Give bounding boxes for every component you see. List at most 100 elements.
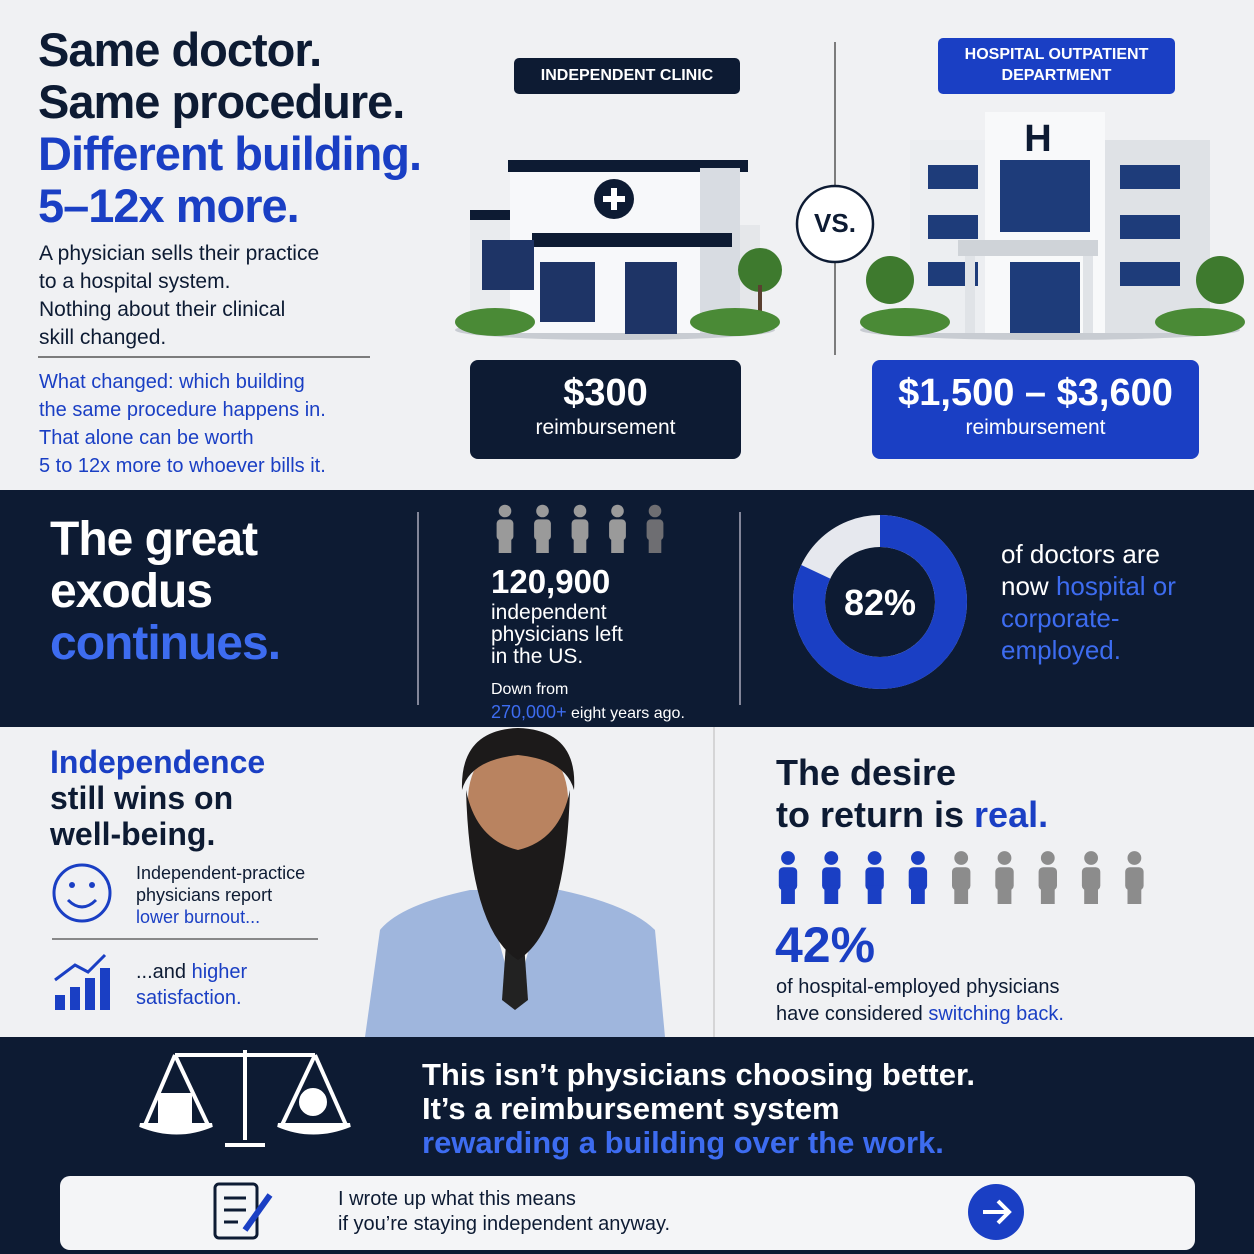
cta-line: if you’re staying independent anyway. bbox=[338, 1213, 671, 1235]
item-line: Independent-practice bbox=[136, 863, 306, 883]
wellbeing-item: ...and higher satisfaction. bbox=[136, 959, 247, 1011]
clinic-label: INDEPENDENT CLINIC bbox=[540, 67, 714, 84]
cta-text: I wrote up what this means if you’re sta… bbox=[338, 1187, 670, 1237]
text-line: corporate- bbox=[1001, 603, 1120, 633]
highlight-line: What changed: which building bbox=[39, 371, 305, 393]
donut-arc bbox=[793, 515, 967, 689]
person-icon bbox=[908, 867, 928, 891]
person-icon bbox=[611, 536, 624, 553]
person-icon bbox=[824, 851, 839, 865]
person-icon bbox=[536, 536, 549, 553]
person-icon bbox=[609, 519, 626, 541]
person-icon bbox=[1084, 885, 1098, 904]
text-part: have considered bbox=[776, 1003, 923, 1025]
exodus-section bbox=[0, 490, 1254, 727]
title-line: well-being. bbox=[50, 816, 216, 852]
person-icon bbox=[648, 536, 662, 553]
text-line: of hospital-employed physicians bbox=[776, 976, 1060, 998]
text-part: switching back. bbox=[928, 1003, 1064, 1025]
hero-title: Same doctor. Same procedure. Different b… bbox=[38, 23, 422, 232]
desire-text: of hospital-employed physicians have con… bbox=[776, 974, 1064, 1028]
person-icon bbox=[997, 885, 1012, 904]
item-line: satisfaction. bbox=[136, 987, 242, 1009]
title-line: Same doctor. bbox=[38, 23, 322, 76]
text-line: employed. bbox=[1001, 635, 1121, 665]
person-icon bbox=[954, 851, 969, 865]
person-icon bbox=[1081, 867, 1101, 891]
clinic-illustration bbox=[455, 160, 782, 340]
person-icon bbox=[534, 519, 551, 541]
item-line: lower burnout... bbox=[136, 907, 261, 927]
person-icon bbox=[997, 851, 1012, 865]
person-icon bbox=[867, 885, 882, 904]
price-unit: reimbursement bbox=[535, 416, 676, 439]
person-icon bbox=[952, 867, 971, 891]
person-icon bbox=[1040, 851, 1055, 865]
person-icon bbox=[865, 867, 884, 891]
exodus-stat: 120,900 independent physicians left in t… bbox=[491, 562, 685, 726]
highlight-line: 5 to 12x more to whoever bills it. bbox=[39, 455, 326, 477]
person-icon bbox=[995, 867, 1014, 891]
wellbeing-title: Independence still wins on well-being. bbox=[50, 744, 265, 852]
person-icon bbox=[822, 867, 841, 891]
desire-title: The desire to return is real. bbox=[776, 752, 1048, 836]
person-icon bbox=[498, 504, 512, 518]
intro-line: Nothing about their clinical bbox=[39, 298, 286, 321]
footer-line: rewarding a building over the work. bbox=[422, 1125, 944, 1160]
text-line: of doctors are bbox=[1001, 539, 1160, 569]
hero-highlight: What changed: which building the same pr… bbox=[39, 368, 326, 480]
person-icon bbox=[611, 504, 624, 518]
footer-message: This isn’t physicians choosing better. I… bbox=[422, 1058, 975, 1160]
title-line: Different building. bbox=[38, 127, 422, 180]
person-icon bbox=[781, 851, 795, 865]
stat-line: in the US. bbox=[491, 645, 584, 668]
cta-line: I wrote up what this means bbox=[338, 1188, 576, 1210]
prior-number: 270,000+ bbox=[491, 702, 567, 722]
footer-line: This isn’t physicians choosing better. bbox=[422, 1057, 975, 1092]
label-line: HOSPITAL OUTPATIENT bbox=[964, 46, 1149, 63]
title-line: Same procedure. bbox=[38, 75, 405, 128]
stat-number: 120,900 bbox=[491, 563, 611, 600]
title-part: real. bbox=[974, 794, 1049, 835]
person-icon bbox=[571, 519, 589, 541]
text-part: now bbox=[1001, 571, 1049, 601]
stat-line: physicians left bbox=[491, 623, 623, 646]
person-icon bbox=[1127, 885, 1142, 904]
person-icon bbox=[646, 519, 664, 541]
intro-line: to a hospital system. bbox=[39, 270, 231, 293]
clinic-price: $300 reimbursement bbox=[470, 370, 741, 440]
person-icon bbox=[781, 885, 795, 904]
title-line: The desire bbox=[776, 752, 957, 793]
person-icon bbox=[911, 851, 925, 865]
person-icon bbox=[1084, 851, 1098, 865]
person-icon bbox=[824, 885, 839, 904]
intro-line: A physician sells their practice bbox=[39, 242, 320, 265]
item-line: physicians report bbox=[136, 885, 273, 905]
intro-line: skill changed. bbox=[39, 326, 167, 349]
highlight-line: That alone can be worth bbox=[39, 427, 254, 449]
donut-text: of doctors are now hospital or corporate… bbox=[1001, 538, 1176, 666]
text-part: hospital or bbox=[1055, 571, 1176, 601]
title-line: still wins on bbox=[50, 780, 234, 816]
person-icon bbox=[778, 867, 798, 891]
scales-icon bbox=[139, 1050, 351, 1147]
person-icon bbox=[536, 504, 549, 518]
wellbeing-item: Independent-practice physicians report l… bbox=[136, 862, 305, 928]
person-icon bbox=[1040, 885, 1055, 904]
label-line: DEPARTMENT bbox=[1001, 67, 1112, 84]
footer-line: It’s a reimbursement system bbox=[422, 1091, 840, 1126]
person-icon bbox=[498, 536, 512, 553]
person-icon bbox=[648, 504, 662, 518]
stat-line: independent bbox=[491, 601, 607, 624]
person-icon bbox=[573, 504, 587, 518]
highlight-line: the same procedure happens in. bbox=[39, 399, 326, 421]
hospital-label: HOSPITAL OUTPATIENT DEPARTMENT bbox=[938, 44, 1175, 86]
title-line: exodus bbox=[50, 565, 213, 618]
person-icon bbox=[911, 885, 925, 904]
person-icon bbox=[867, 851, 882, 865]
exodus-title: The great exodus continues. bbox=[50, 514, 281, 670]
person-icon bbox=[496, 519, 514, 541]
item-part: ...and bbox=[136, 961, 187, 983]
